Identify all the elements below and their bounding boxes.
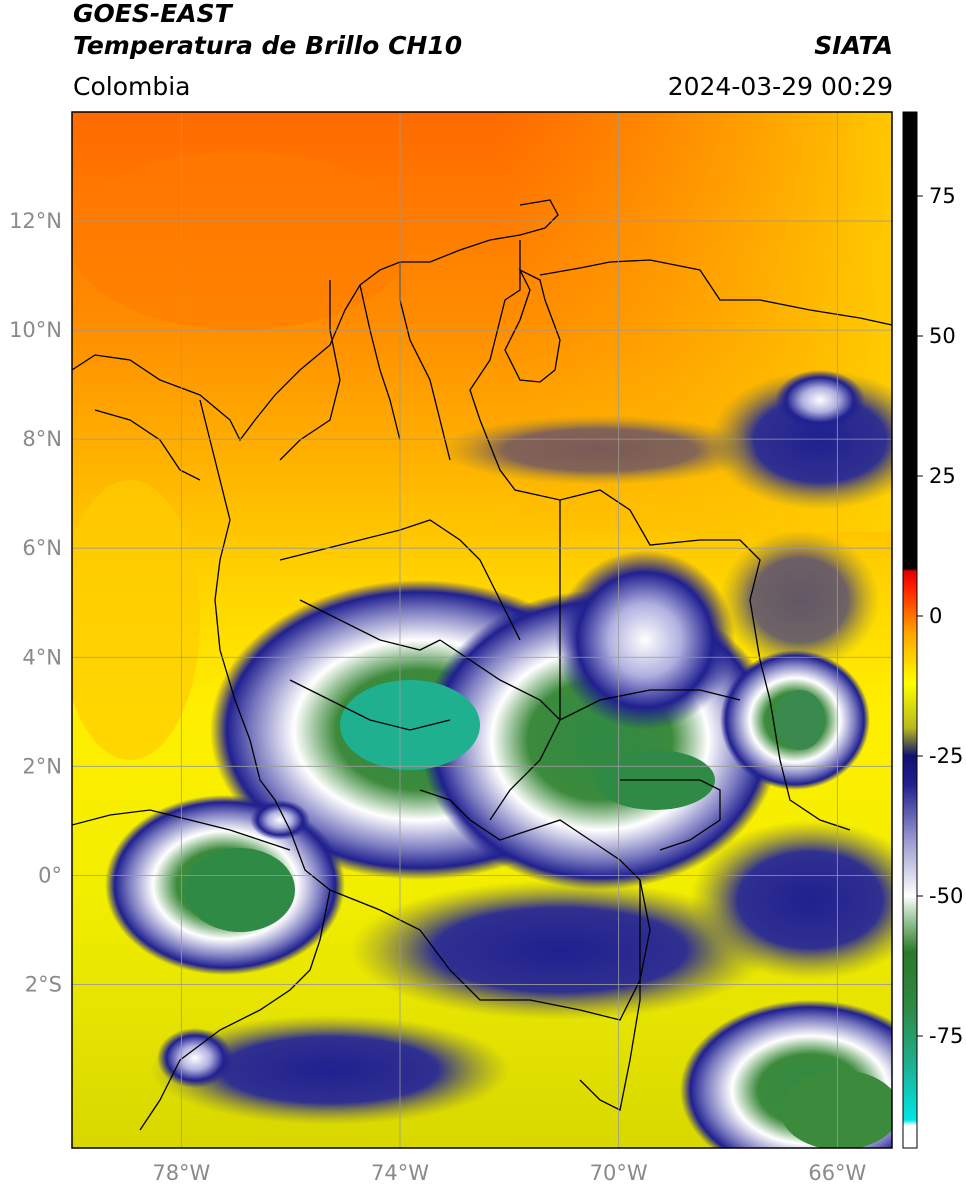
country-borders xyxy=(72,199,892,1131)
lat-tick-label: 2°S xyxy=(25,972,62,996)
colorbar-tick-label: -75 xyxy=(929,1024,963,1048)
lat-tick-label: 10°N xyxy=(9,318,62,342)
colorbar-tick-label: -25 xyxy=(929,744,963,768)
source-label: SIATA xyxy=(814,31,893,60)
graticule xyxy=(72,112,892,1148)
lon-tick-label: 70°W xyxy=(590,1161,648,1185)
colorbar-ticks: 75 50 25 0 -25 -50 -75 xyxy=(917,184,963,1048)
longitude-ticks: 78°W 74°W 70°W 66°W xyxy=(152,1161,866,1185)
lat-tick-label: 4°N xyxy=(22,645,62,669)
brightness-temperature-field xyxy=(72,112,892,1148)
product-title: Temperatura de Brillo CH10 xyxy=(73,31,463,60)
latitude-ticks: 12°N 10°N 8°N 6°N 4°N 2°N 0° 2°S xyxy=(9,209,62,996)
lat-tick-label: 8°N xyxy=(22,427,62,451)
lon-tick-label: 66°W xyxy=(808,1161,866,1185)
lat-tick-label: 12°N xyxy=(9,209,62,233)
lon-tick-label: 78°W xyxy=(152,1161,210,1185)
lon-tick-label: 74°W xyxy=(371,1161,429,1185)
colorbar xyxy=(902,111,918,1149)
colorbar-tick-label: 0 xyxy=(929,604,942,628)
lat-tick-label: 0° xyxy=(38,863,62,887)
satellite-title: GOES-EAST xyxy=(73,0,232,28)
colorbar-tick-label: 25 xyxy=(929,464,956,488)
colorbar-tick-label: 50 xyxy=(929,324,956,348)
colorbar-tick-label: -50 xyxy=(929,884,963,908)
region-label: Colombia xyxy=(73,72,191,101)
lat-tick-label: 6°N xyxy=(22,536,62,560)
datetime-label: 2024-03-29 00:29 xyxy=(667,72,893,101)
lat-tick-label: 2°N xyxy=(22,754,62,778)
map-frame xyxy=(71,111,893,1149)
colorbar-tick-label: 75 xyxy=(929,184,956,208)
